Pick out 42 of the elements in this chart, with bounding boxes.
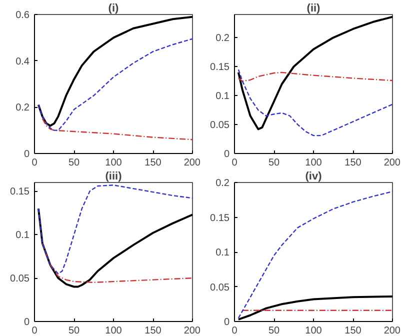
x-tick-label: 50 bbox=[68, 158, 80, 168]
x-tick-label: 0 bbox=[232, 158, 238, 168]
y-tick-label: 0.1 bbox=[16, 230, 30, 242]
y-tick-label: 0.1 bbox=[216, 248, 230, 258]
x-tick-label: 0 bbox=[232, 326, 238, 336]
y-tick-label: 0.2 bbox=[16, 102, 30, 114]
x-tick-label: 0 bbox=[32, 326, 38, 336]
y-tick-label: 0.15 bbox=[10, 186, 30, 198]
x-tick-label: 50 bbox=[268, 158, 280, 168]
y-tick-label: 0 bbox=[224, 149, 230, 160]
chart-title: (iii) bbox=[105, 170, 122, 182]
y-tick-label: 0.15 bbox=[210, 212, 230, 224]
x-tick-label: 100 bbox=[105, 326, 122, 336]
y-tick-label: 0.6 bbox=[16, 10, 30, 21]
y-tick-label: 0.05 bbox=[210, 282, 230, 294]
chart-title: (i) bbox=[108, 2, 120, 14]
y-tick-label: 0.05 bbox=[210, 120, 230, 132]
x-tick-label: 100 bbox=[305, 158, 322, 168]
x-tick-label: 200 bbox=[184, 326, 201, 336]
x-tick-label: 100 bbox=[105, 158, 122, 168]
y-tick-label: 0.15 bbox=[210, 62, 230, 74]
y-tick-label: 0.05 bbox=[10, 274, 30, 285]
x-tick-label: 0 bbox=[32, 158, 38, 168]
y-tick-label: 0.4 bbox=[16, 56, 30, 68]
y-tick-label: 0.1 bbox=[216, 91, 230, 102]
y-tick-label: 0.2 bbox=[216, 33, 230, 44]
chart-title: (ii) bbox=[306, 2, 321, 14]
x-tick-label: 50 bbox=[68, 326, 80, 336]
x-tick-label: 150 bbox=[144, 158, 162, 168]
x-tick-label: 150 bbox=[144, 326, 162, 336]
y-tick-label: 0 bbox=[24, 149, 30, 160]
x-tick-label: 150 bbox=[344, 326, 362, 336]
x-tick-label: 50 bbox=[268, 326, 280, 336]
x-tick-label: 200 bbox=[184, 158, 201, 168]
y-tick-label: 0 bbox=[24, 317, 30, 328]
x-tick-label: 100 bbox=[305, 326, 322, 336]
y-tick-label: 0 bbox=[224, 317, 230, 328]
x-tick-label: 200 bbox=[384, 158, 401, 168]
x-tick-label: 150 bbox=[344, 158, 362, 168]
x-tick-label: 200 bbox=[384, 326, 401, 336]
y-tick-label: 0.2 bbox=[216, 178, 230, 189]
chart-title: (iv) bbox=[305, 170, 322, 182]
